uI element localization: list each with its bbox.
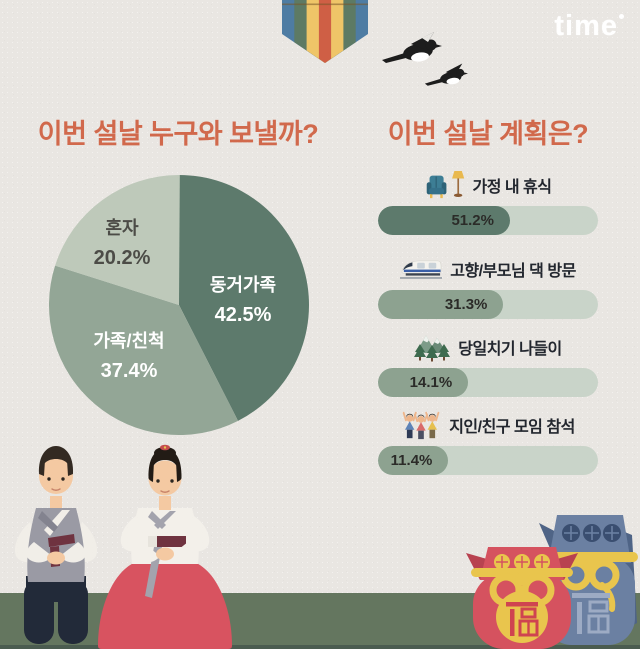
saekdong-pennant-icon <box>282 0 368 64</box>
plan-label-friends-gathering: 지인/친구 모임 참석 <box>449 419 575 436</box>
hanbok-man <box>14 446 98 644</box>
couch-lamp-icon <box>426 170 464 199</box>
logo-dot <box>619 14 624 19</box>
plan-group: 지인/친구 모임 참석 11.4% <box>378 408 598 475</box>
mountains-trees-icon <box>414 335 451 362</box>
pie-slice-label: 가족/친척 37.4% <box>93 326 164 386</box>
plan-value-friends-gathering: 11.4% <box>390 452 433 469</box>
slice-label-cohabiting-family: 동거가족 <box>209 275 277 295</box>
plan-label-row: 고향/부모님 댁 방문 <box>378 252 598 286</box>
plan-bar-fill: 11.4% <box>378 446 449 475</box>
pie-chart: 동거가족 42.5% 가족/친척 37.4% 혼자 20.2% <box>49 175 309 435</box>
bar-chart-title: 이번 설날 계획은? <box>387 119 589 149</box>
plan-bar-track: 31.3% <box>378 290 598 319</box>
plan-label-row: 지인/친구 모임 참석 <box>378 408 598 442</box>
pie-slice <box>49 265 239 435</box>
plan-group: 당일치기 나들이 14.1% <box>378 330 598 397</box>
plan-label-home-rest: 가정 내 휴식 <box>472 179 553 196</box>
celebrating-people-icon <box>402 411 440 440</box>
plan-value-home-rest: 51.2% <box>451 212 494 229</box>
hanbok-woman <box>98 444 232 649</box>
plan-bar-fill: 31.3% <box>378 290 504 319</box>
slice-label-family-relatives: 가족/친척 <box>93 331 165 351</box>
slice-value-cohabiting-family: 42.5% <box>214 304 272 326</box>
pie-svg <box>49 175 309 435</box>
plan-bar-fill: 14.1% <box>378 368 469 397</box>
high-speed-train-icon <box>400 260 443 279</box>
plan-group: 고향/부모님 댁 방문 31.3% <box>378 252 598 319</box>
slice-label-alone: 혼자 <box>105 218 139 238</box>
pie-chart-title: 이번 설날 누구와 보낼까? <box>37 119 319 149</box>
slice-value-alone: 20.2% <box>93 247 151 269</box>
lucky-pouches-illustration <box>440 505 640 649</box>
logo-text: time <box>554 10 618 42</box>
plan-label-row: 가정 내 휴식 <box>378 168 598 202</box>
floor-edge <box>0 645 640 649</box>
magpies-icon <box>378 30 468 92</box>
slice-value-family-relatives: 37.4% <box>100 360 158 382</box>
plan-bar-track: 51.2% <box>378 206 598 235</box>
plan-group: 가정 내 휴식 51.2% <box>378 168 598 235</box>
pie-slice <box>179 175 309 421</box>
plan-label-visit-hometown: 고향/부모님 댁 방문 <box>450 263 576 280</box>
time-logo: time <box>554 10 624 43</box>
pie-slice <box>55 175 180 305</box>
red-fortune-pouch <box>466 547 578 649</box>
plan-label-day-trip: 당일치기 나들이 <box>458 341 562 358</box>
plan-value-visit-hometown: 31.3% <box>444 296 488 313</box>
pie-slice-label: 동거가족 42.5% <box>210 270 276 330</box>
plan-bar-fill: 51.2% <box>378 206 510 235</box>
pie-slice-label: 혼자 20.2% <box>94 213 151 273</box>
plan-label-row: 당일치기 나들이 <box>378 330 598 364</box>
plan-value-day-trip: 14.1% <box>409 374 453 391</box>
plan-bar-track: 14.1% <box>378 368 598 397</box>
plan-bar-track: 11.4% <box>378 446 598 475</box>
hanbok-couple-illustration <box>0 430 265 649</box>
